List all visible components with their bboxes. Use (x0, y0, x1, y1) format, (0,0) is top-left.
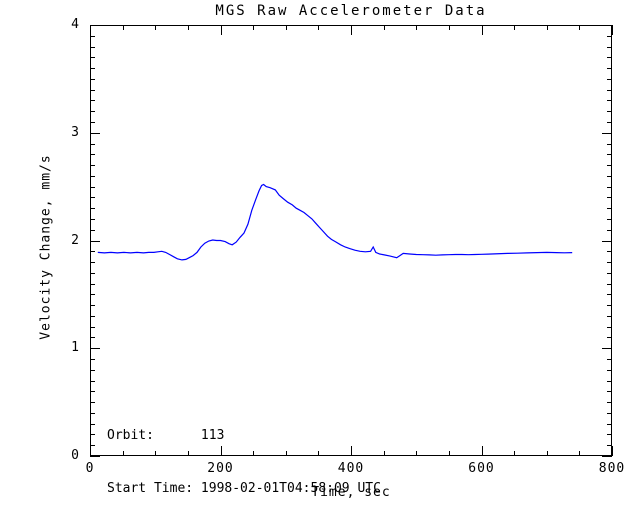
x-tick-label: 800 (598, 461, 626, 476)
data-curve-group (97, 183, 573, 261)
annotation-block: Orbit: 113 Start Time: 1998-02-01T04:58:… (107, 392, 381, 512)
x-tick-label: 600 (468, 461, 495, 476)
y-tick-label: 4 (71, 17, 80, 32)
y-tick-label: 0 (71, 448, 80, 463)
x-tick-label: 0 (85, 461, 95, 476)
annotation-start-time: Start Time: 1998-02-01T04:58:09 UTC (107, 480, 381, 496)
annotation-orbit: Orbit: 113 (107, 428, 225, 443)
axis-ticks (90, 25, 613, 457)
velocity-curve (97, 183, 573, 261)
plot-border (90, 25, 612, 456)
x-tick-label: 200 (207, 461, 234, 476)
y-tick-label: 1 (71, 340, 80, 356)
x-tick-label: 400 (337, 461, 365, 476)
y-tick-label: 2 (71, 232, 80, 248)
y-tick-label: 3 (71, 124, 80, 140)
chart-title: MGS Raw Accelerometer Data (215, 3, 487, 19)
x-axis-title: Time, sec (311, 485, 391, 500)
